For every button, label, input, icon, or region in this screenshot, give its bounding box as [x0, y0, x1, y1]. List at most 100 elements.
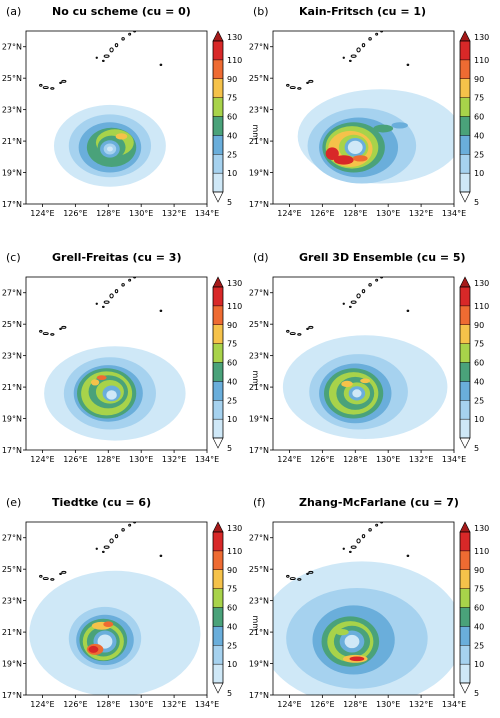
island-outline — [159, 554, 163, 557]
colorbar-bin — [212, 343, 224, 363]
colorbar-tick-label: 40 — [227, 622, 237, 631]
colorbar: 5 10 25 40 60 75 90 110 130 mm — [459, 276, 500, 453]
colorbar-tick-label: 5 — [474, 689, 479, 698]
island-outline — [356, 47, 361, 53]
colorbar-tick-label: 130 — [474, 524, 489, 533]
colorbar-frame — [459, 531, 471, 684]
colorbar-bin — [459, 78, 471, 98]
panel-f: (f) Zhang-McFarlane (cu = 7) 124°E 126°E 128… — [249, 496, 500, 709]
lat-tick-label: 23°N — [2, 352, 22, 361]
colorbar-tick-label: 5 — [474, 198, 479, 207]
island-outline — [103, 545, 110, 549]
colorbar-bin — [212, 550, 224, 570]
colorbar-tick-label: 40 — [474, 622, 484, 631]
colorbar-tick-label: 60 — [474, 113, 484, 122]
island-outline — [375, 32, 379, 36]
colorbar-extend-top — [212, 521, 224, 533]
rain-core — [333, 155, 354, 165]
colorbar: 5 10 25 40 60 75 90 110 130 mm — [459, 521, 500, 698]
rain-core — [360, 378, 371, 384]
colorbar-bin — [212, 569, 224, 589]
island-outline — [42, 86, 49, 90]
rain-core — [103, 621, 114, 628]
colorbar-bin — [459, 97, 471, 117]
lat-tick-label: 17°N — [2, 446, 22, 455]
colorbar-tick-label: 75 — [474, 585, 484, 594]
island-outline — [350, 54, 357, 58]
colorbar-unit: mm — [498, 125, 500, 141]
island-outline — [128, 278, 132, 282]
island-outline — [102, 59, 105, 63]
colorbar-extend-top — [459, 521, 471, 533]
lon-tick-label: 128°E — [343, 209, 367, 218]
island-outline — [121, 37, 125, 41]
rain-core — [373, 124, 394, 133]
rain-core — [341, 380, 353, 388]
island-outline — [61, 79, 67, 83]
colorbar-tick-label: 90 — [474, 566, 484, 575]
rain-core — [335, 628, 349, 636]
lat-tick-label: 23°N — [249, 597, 269, 606]
map-frame — [272, 276, 455, 451]
colorbar-tick-label: 110 — [474, 302, 489, 311]
rainfall-field — [39, 31, 166, 187]
island-outline — [121, 283, 125, 287]
colorbar-bin — [459, 663, 471, 684]
panel-d: (d) Grell 3D Ensemble (cu = 5) 124°E 126°E 1… — [249, 251, 500, 464]
panel-e: (e) Tiedtke (cu = 6) 124°E 126°E 128°E 130°E 1… — [2, 496, 260, 709]
colorbar-bin — [459, 569, 471, 589]
lon-tick-label: 132°E — [409, 209, 433, 218]
island-outline — [306, 327, 309, 331]
island-outline — [349, 305, 352, 309]
island-outline — [109, 293, 114, 299]
island-outline — [308, 570, 314, 574]
island-outline — [50, 333, 55, 336]
colorbar-bin — [459, 607, 471, 627]
island-outline — [159, 63, 163, 66]
colorbar-tick-label: 60 — [227, 359, 237, 368]
colorbar-tick-label: 110 — [227, 302, 242, 311]
rain-core — [325, 147, 339, 160]
lon-tick-label: 134°E — [195, 700, 219, 709]
rain-contour — [106, 146, 113, 152]
island-outline — [61, 570, 67, 574]
island-outline — [128, 32, 132, 36]
colorbar-tick-label: 25 — [474, 396, 484, 405]
colorbar-tick-label: 25 — [227, 396, 237, 405]
colorbar-bin — [212, 135, 224, 155]
lon-tick-label: 128°E — [343, 700, 367, 709]
colorbar-bin — [459, 550, 471, 570]
island-outline — [289, 577, 296, 581]
map-frame — [25, 521, 208, 696]
colorbar-extend-top — [212, 30, 224, 42]
island-outline — [342, 547, 345, 550]
colorbar-frame — [212, 531, 224, 684]
island-outline — [368, 283, 372, 287]
colorbar-tick-label: 110 — [227, 56, 242, 65]
colorbar-tick-label: 75 — [227, 585, 237, 594]
colorbar-extend-bottom — [212, 437, 224, 449]
colorbar-bin — [459, 645, 471, 665]
colorbar-tick-label: 60 — [227, 604, 237, 613]
colorbar-unit: mm — [251, 371, 260, 387]
lat-tick-label: 27°N — [249, 43, 269, 52]
colorbar-tick-label: 5 — [227, 444, 232, 453]
rain-contour — [352, 389, 362, 398]
colorbar-tick-label: 75 — [474, 94, 484, 103]
panel-title: Zhang-McFarlane (cu = 7) — [299, 496, 459, 509]
panel-label: (a) — [6, 5, 21, 18]
colorbar-bin — [459, 626, 471, 646]
rainfall-field — [29, 522, 201, 695]
panel-title: Grell-Freitas (cu = 3) — [52, 251, 181, 264]
lat-tick-label: 19°N — [249, 415, 269, 424]
colorbar-extend-bottom — [212, 682, 224, 694]
lat-tick-label: 27°N — [2, 43, 22, 52]
lon-tick-label: 132°E — [162, 455, 186, 464]
lat-tick-label: 27°N — [2, 534, 22, 543]
lon-tick-label: 130°E — [129, 455, 153, 464]
lat-tick-label: 21°N — [249, 628, 269, 637]
rain-core — [352, 155, 368, 162]
lon-tick-label: 128°E — [96, 700, 120, 709]
colorbar-tick-label: 110 — [474, 547, 489, 556]
island-outline — [406, 309, 410, 312]
